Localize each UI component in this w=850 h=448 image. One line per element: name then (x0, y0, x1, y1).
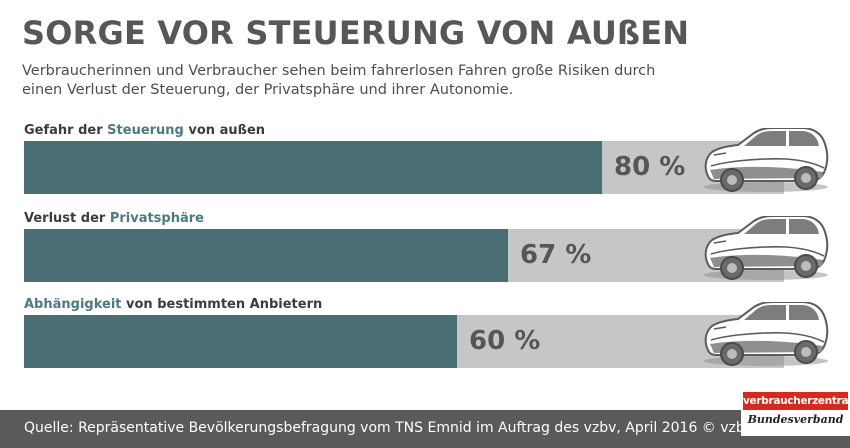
car-icon (694, 127, 834, 194)
bar-label-highlight: Privatsphäre (109, 211, 204, 226)
car-icon (694, 215, 834, 282)
bar-label-text: von außen (183, 123, 266, 138)
bar-label: Gefahr der Steuerung von außen (24, 123, 265, 138)
chart-title: SORGE VOR STEUERUNG VON AUßEN (22, 14, 690, 52)
car-icon (694, 301, 834, 368)
bar (24, 229, 508, 282)
bar-value-label: 67 % (520, 240, 592, 270)
bar-label-text: Verlust der (24, 211, 110, 226)
bar-track: 67 % (24, 229, 784, 282)
bar-label: Abhängigkeit von bestimmten Anbietern (24, 297, 322, 312)
bar-label-text: Gefahr der (24, 123, 108, 138)
vzbv-logo: verbraucherzentrale Bundesverband (741, 388, 850, 436)
bar-label: Verlust der Privatsphäre (24, 211, 204, 226)
bar-label-highlight: Steuerung (107, 123, 184, 138)
bar-label-text: von bestimmten Anbietern (121, 297, 323, 312)
bar (24, 315, 457, 368)
chart-subtitle: Verbraucherinnen und Verbraucher sehen b… (22, 63, 656, 98)
bar-track: 60 % (24, 315, 784, 368)
bar-track: 80 % (24, 141, 784, 194)
bar-label-highlight: Abhängigkeit (24, 297, 122, 312)
logo-wordmark: verbraucherzentrale (743, 392, 848, 410)
bar-value-label: 80 % (614, 152, 686, 182)
bar (24, 141, 602, 194)
logo-subline: Bundesverband (747, 413, 844, 426)
bar-value-label: 60 % (469, 326, 541, 356)
source-note: Quelle: Repräsentative Bevölkerungsbefra… (24, 420, 754, 436)
footer-bar: Quelle: Repräsentative Bevölkerungsbefra… (0, 410, 850, 448)
